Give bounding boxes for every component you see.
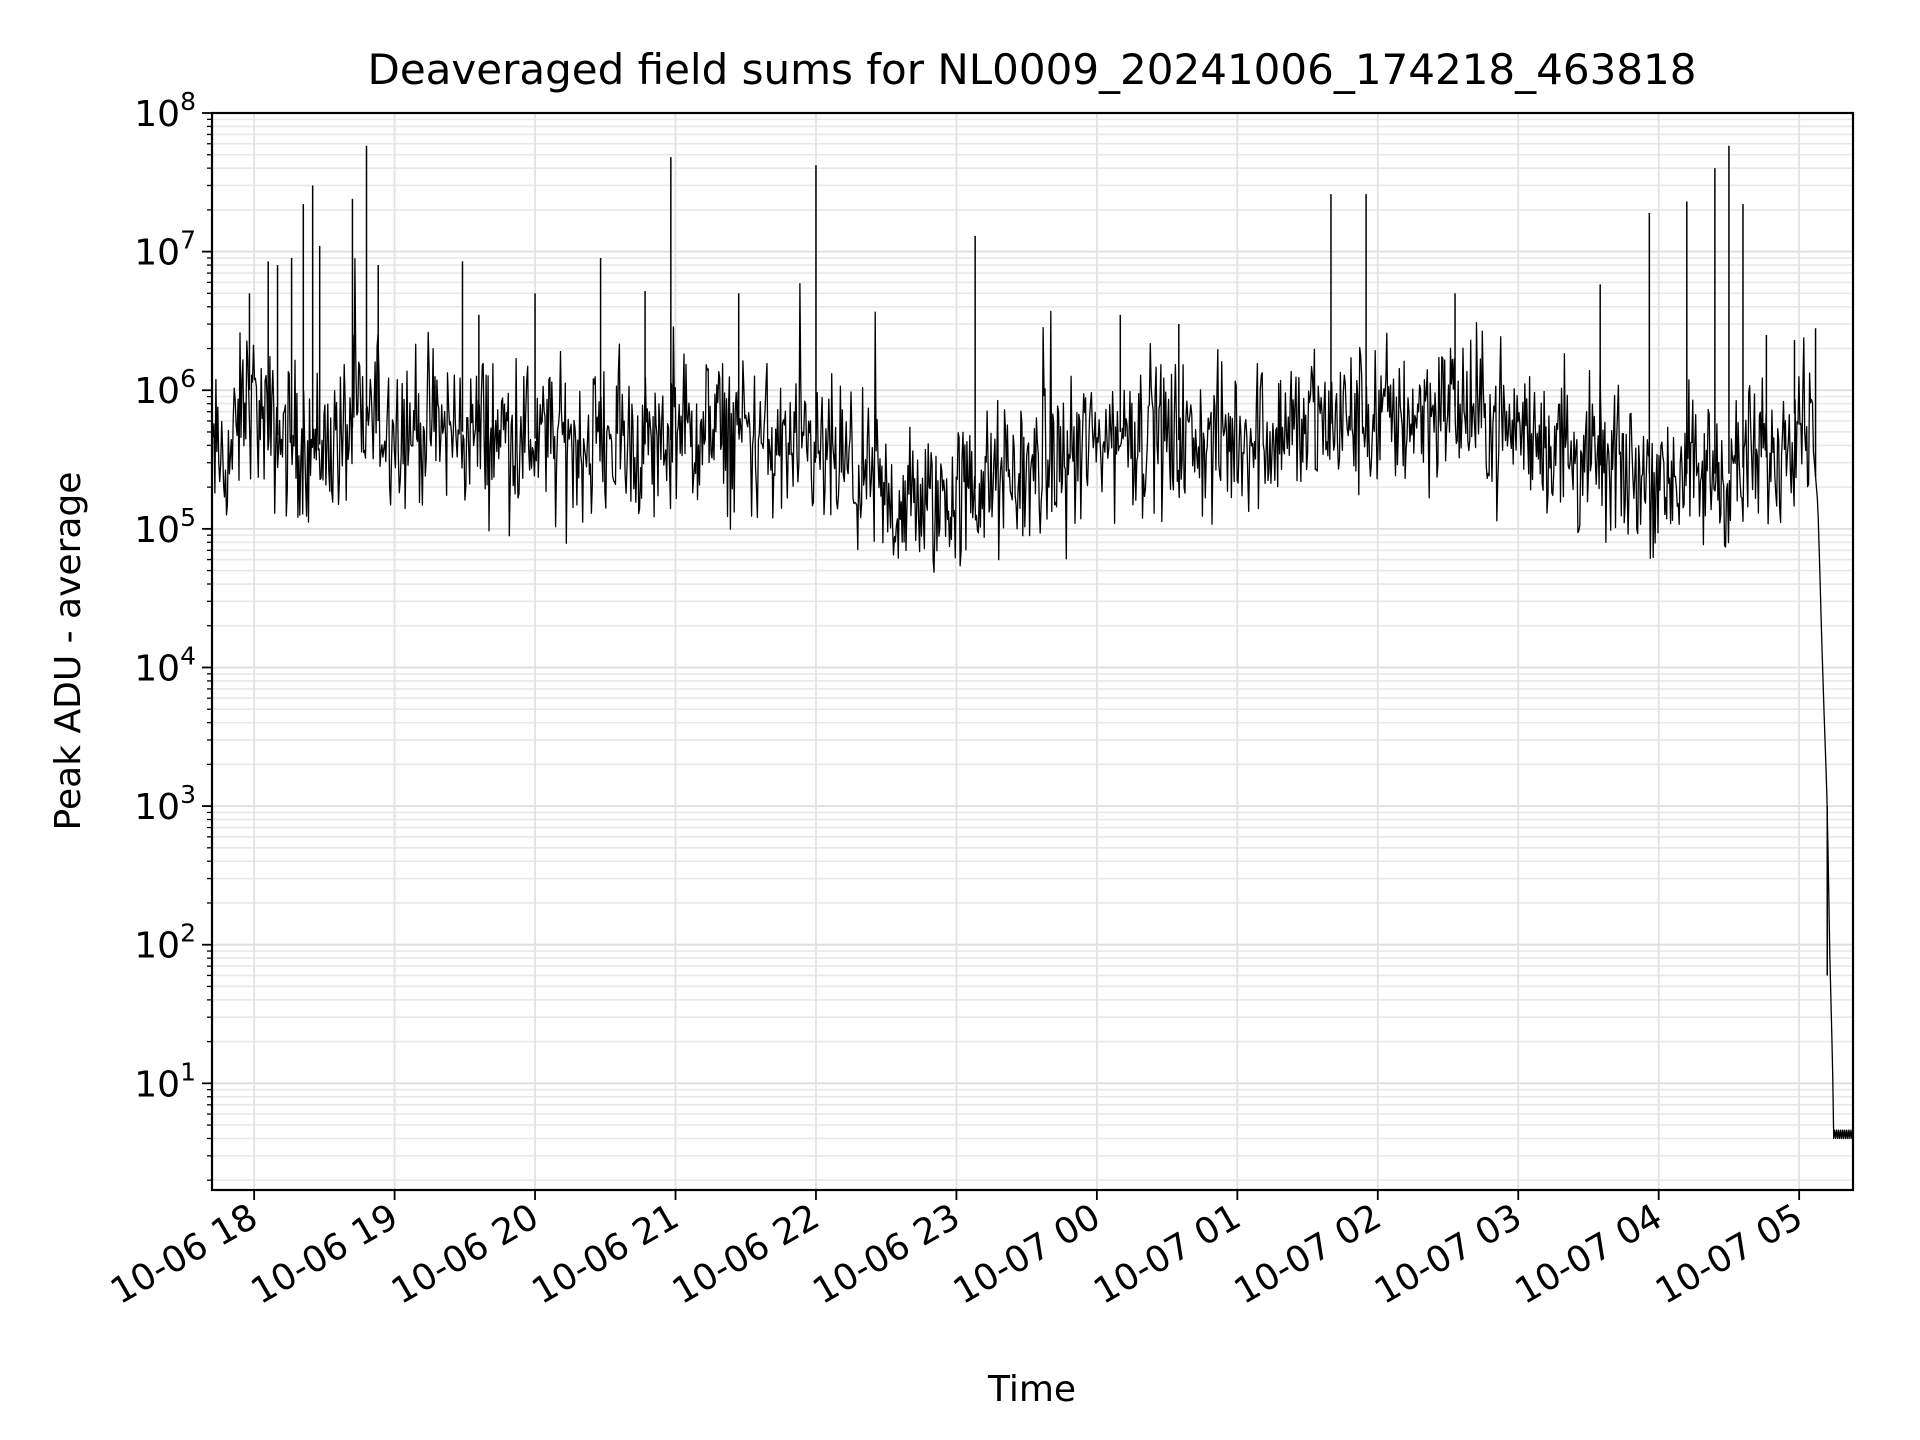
minor-gridlines — [212, 118, 1853, 1182]
series-line — [211, 258, 1854, 1140]
plot-frame — [210, 111, 1855, 1192]
series-layer — [211, 145, 1854, 1140]
x-axis-label: Time — [987, 1369, 1076, 1410]
chart-title: Deaveraged field sums for NL0009_2024100… — [368, 45, 1697, 94]
y-axis-label: Peak ADU - average — [48, 472, 89, 831]
